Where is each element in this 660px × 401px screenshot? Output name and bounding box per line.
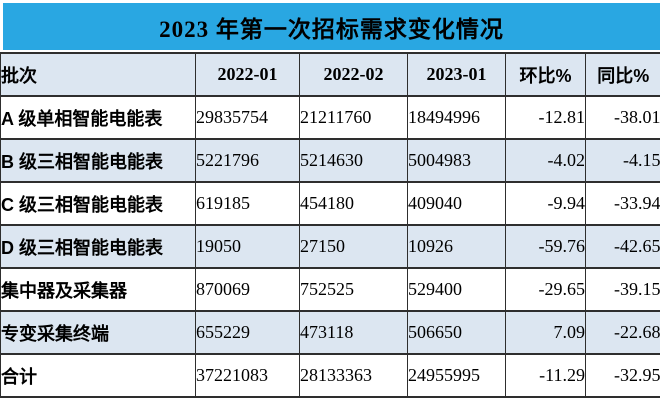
mom-pct-cell: 7.09	[505, 310, 586, 355]
table-row-total: 合计 37221083 28133363 24955995 -11.29 -32…	[0, 353, 660, 398]
value-cell: 29835754	[195, 95, 300, 140]
table-row: B 级三相智能电能表 5221796 5214630 5004983 -4.02…	[0, 138, 660, 183]
mom-pct-cell: -4.02	[505, 138, 586, 183]
column-header-2022-02: 2022-02	[299, 52, 408, 97]
yoy-pct-cell: -42.65	[585, 224, 660, 269]
value-cell: 506650	[407, 310, 506, 355]
value-cell: 5214630	[299, 138, 408, 183]
table-row: 专变采集终端 655229 473118 506650 7.09 -22.68	[0, 310, 660, 355]
value-cell: 409040	[407, 181, 506, 226]
mom-pct-cell: -12.81	[505, 95, 586, 140]
value-cell: 473118	[299, 310, 408, 355]
row-label-cell: B 级三相智能电能表	[0, 138, 196, 183]
table-header-row: 批次 2022-01 2022-02 2023-01 环比% 同比%	[0, 52, 660, 97]
yoy-pct-cell: -32.95	[585, 353, 660, 398]
value-cell: 10926	[407, 224, 506, 269]
row-label-cell: D 级三相智能电能表	[0, 224, 196, 269]
mom-pct-cell: -59.76	[505, 224, 586, 269]
yoy-pct-cell: -33.94	[585, 181, 660, 226]
yoy-pct-cell: -4.15	[585, 138, 660, 183]
row-label-cell: C 级三相智能电能表	[0, 181, 196, 226]
yoy-pct-cell: -22.68	[585, 310, 660, 355]
value-cell: 19050	[195, 224, 300, 269]
row-label-cell: 专变采集终端	[0, 310, 196, 355]
column-header-2022-01: 2022-01	[195, 52, 300, 97]
row-label-cell: 集中器及采集器	[0, 267, 196, 312]
value-cell: 28133363	[299, 353, 408, 398]
mom-pct-cell: -9.94	[505, 181, 586, 226]
table-row: 集中器及采集器 870069 752525 529400 -29.65 -39.…	[0, 267, 660, 312]
value-cell: 454180	[299, 181, 408, 226]
value-cell: 37221083	[195, 353, 300, 398]
column-header-batch: 批次	[0, 52, 196, 97]
value-cell: 752525	[299, 267, 408, 312]
value-cell: 5221796	[195, 138, 300, 183]
row-label-cell: 合计	[0, 353, 196, 398]
row-label-cell: A 级单相智能电能表	[0, 95, 196, 140]
column-header-yoy-pct: 同比%	[585, 52, 660, 97]
table-title: 2023 年第一次招标需求变化情况	[3, 3, 660, 50]
value-cell: 529400	[407, 267, 506, 312]
value-cell: 21211760	[299, 95, 408, 140]
yoy-pct-cell: -39.15	[585, 267, 660, 312]
table-row: A 级单相智能电能表 29835754 21211760 18494996 -1…	[0, 95, 660, 140]
value-cell: 655229	[195, 310, 300, 355]
yoy-pct-cell: -38.01	[585, 95, 660, 140]
mom-pct-cell: -29.65	[505, 267, 586, 312]
value-cell: 5004983	[407, 138, 506, 183]
value-cell: 619185	[195, 181, 300, 226]
value-cell: 24955995	[407, 353, 506, 398]
column-header-2023-01: 2023-01	[407, 52, 506, 97]
mom-pct-cell: -11.29	[505, 353, 586, 398]
table-row: D 级三相智能电能表 19050 27150 10926 -59.76 -42.…	[0, 224, 660, 269]
demand-change-table: 批次 2022-01 2022-02 2023-01 环比% 同比% A 级单相…	[0, 52, 660, 398]
value-cell: 18494996	[407, 95, 506, 140]
column-header-mom-pct: 环比%	[505, 52, 586, 97]
table-row: C 级三相智能电能表 619185 454180 409040 -9.94 -3…	[0, 181, 660, 226]
value-cell: 27150	[299, 224, 408, 269]
value-cell: 870069	[195, 267, 300, 312]
